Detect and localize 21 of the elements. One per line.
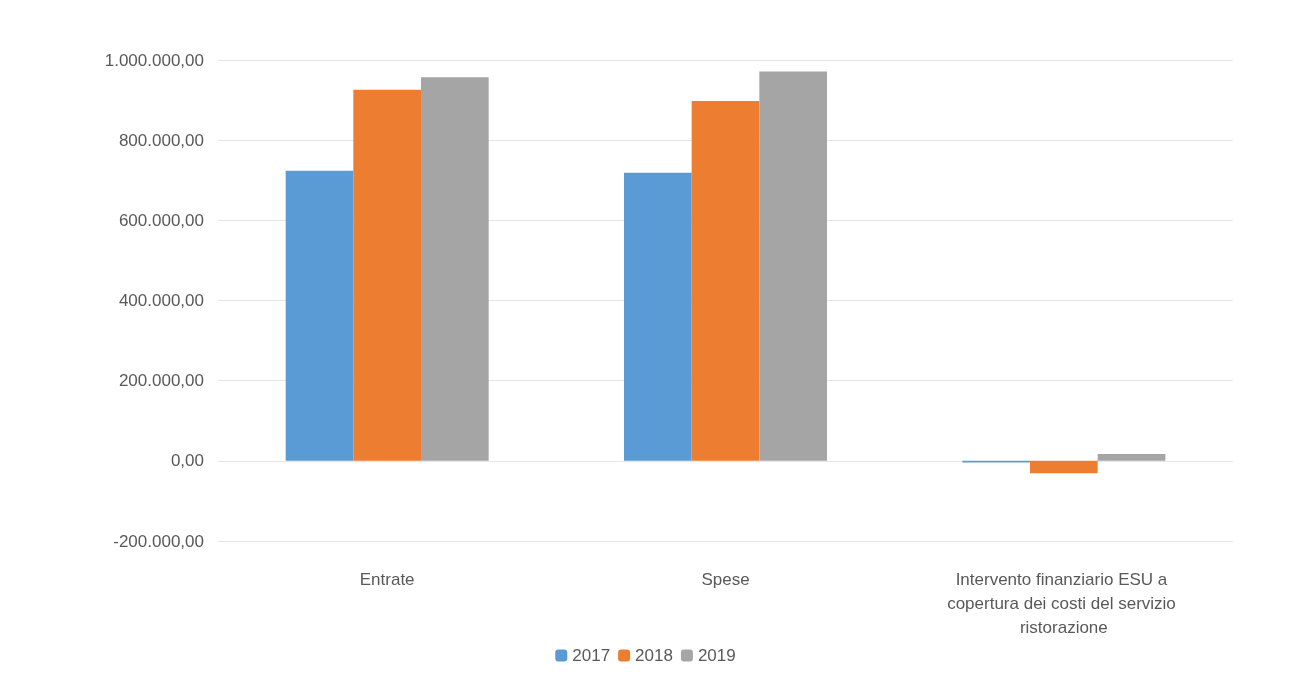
y-tick-label: 200.000,00 bbox=[118, 371, 204, 391]
x-tick-label: Entrate bbox=[359, 569, 415, 589]
bar bbox=[353, 89, 421, 461]
y-tick-label: 0,00 bbox=[170, 451, 204, 471]
bar bbox=[759, 71, 827, 461]
legend-label: 2019 bbox=[697, 646, 736, 665]
y-tick-label: 1.000.000,00 bbox=[104, 50, 204, 70]
x-tick-label: Spese bbox=[701, 569, 750, 589]
bar bbox=[421, 77, 489, 461]
y-tick-label: -200.000,00 bbox=[113, 531, 204, 551]
bar bbox=[1097, 454, 1166, 461]
y-tick-label: 400.000,00 bbox=[118, 291, 204, 310]
y-tick-label: 600.000,00 bbox=[118, 210, 204, 230]
legend-label: 2017 bbox=[572, 646, 611, 665]
bar bbox=[624, 172, 692, 461]
bar bbox=[691, 100, 760, 461]
legend-label: 2018 bbox=[635, 646, 673, 665]
bar bbox=[1030, 460, 1098, 474]
bar bbox=[285, 170, 354, 461]
x-tick-label: Intervento finanziario ESU a copertura dei costi del servizio ristorazione bbox=[947, 569, 1181, 637]
y-tick-label: 800.000,00 bbox=[118, 130, 204, 150]
